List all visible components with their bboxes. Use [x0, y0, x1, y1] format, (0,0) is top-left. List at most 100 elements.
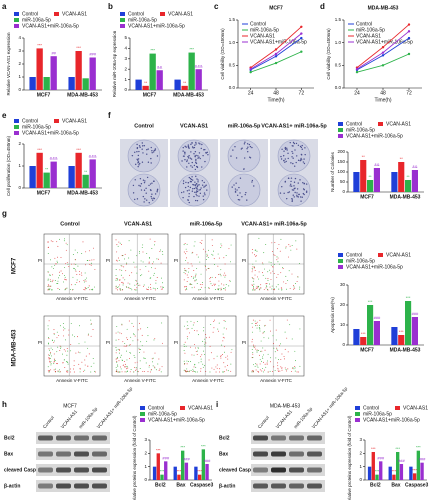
event — [282, 266, 284, 268]
event — [133, 261, 135, 263]
event — [196, 320, 198, 322]
event — [70, 322, 72, 324]
event — [204, 338, 206, 340]
event — [224, 346, 225, 348]
event — [136, 255, 138, 257]
event — [54, 340, 55, 342]
colony — [199, 192, 202, 195]
event — [263, 361, 265, 363]
event — [273, 288, 275, 290]
bar — [396, 452, 400, 480]
event — [220, 243, 222, 245]
event — [153, 272, 155, 274]
event — [84, 359, 86, 361]
colony — [244, 193, 246, 196]
colony — [183, 191, 185, 193]
legend-label: Control — [128, 11, 144, 17]
bar — [75, 51, 82, 90]
event — [192, 368, 194, 370]
event — [135, 367, 137, 368]
event — [294, 367, 296, 369]
event — [73, 365, 75, 367]
colony — [297, 182, 299, 184]
colony — [146, 149, 148, 151]
colony — [205, 151, 207, 154]
colony — [189, 177, 192, 180]
event — [199, 242, 201, 244]
point — [274, 48, 278, 51]
significance-label: && — [412, 164, 418, 169]
event — [186, 368, 188, 370]
significance-label: ** — [362, 154, 366, 159]
legend-swatch — [378, 253, 383, 257]
event — [213, 321, 215, 323]
y-tick-label: 2 — [18, 61, 21, 66]
event — [49, 357, 51, 359]
point — [381, 54, 385, 57]
bar — [360, 160, 367, 192]
event — [252, 353, 254, 355]
event — [115, 349, 117, 351]
bar — [173, 466, 177, 480]
colony — [195, 191, 197, 193]
event — [126, 263, 127, 265]
colony — [188, 162, 190, 164]
event — [134, 288, 136, 290]
colony — [191, 179, 194, 181]
event — [200, 242, 202, 244]
colony — [145, 187, 147, 190]
colony — [197, 181, 199, 183]
colony — [294, 149, 296, 151]
event — [59, 274, 61, 276]
bar — [371, 452, 375, 480]
y-tick-label: 1.5 — [335, 17, 342, 22]
event — [185, 371, 187, 373]
event — [200, 286, 202, 288]
event — [81, 253, 83, 255]
y-tick-label: 5 — [124, 35, 127, 40]
event — [73, 263, 75, 265]
y-axis-label: Cell viability (OD=450nm) — [326, 28, 331, 80]
event — [130, 352, 132, 354]
event — [48, 246, 49, 248]
event — [117, 348, 119, 350]
event — [125, 270, 127, 272]
event — [119, 332, 121, 334]
event — [136, 266, 138, 268]
event — [141, 345, 143, 347]
event — [183, 272, 185, 273]
event — [186, 321, 188, 323]
event — [72, 276, 74, 278]
significance-label: ** — [84, 169, 88, 174]
event — [191, 276, 193, 278]
event — [279, 345, 280, 347]
band — [74, 451, 89, 457]
event — [192, 277, 194, 279]
plate — [277, 139, 311, 173]
event — [158, 358, 160, 360]
event — [196, 254, 198, 256]
event — [222, 333, 224, 335]
event — [123, 366, 125, 368]
event — [286, 319, 288, 321]
significance-label: *** — [76, 147, 81, 152]
event — [47, 328, 49, 330]
event — [157, 363, 159, 365]
event — [218, 330, 220, 332]
event — [63, 329, 65, 331]
event — [51, 339, 53, 341]
x-tick-label: MCF7 — [360, 347, 374, 353]
event — [148, 365, 150, 367]
event — [118, 371, 119, 373]
event — [131, 322, 133, 324]
event — [203, 354, 205, 355]
event — [159, 251, 161, 252]
event — [188, 268, 190, 269]
event — [276, 348, 278, 350]
colony — [300, 157, 302, 160]
colony — [284, 147, 286, 150]
event — [84, 279, 86, 281]
colony — [193, 164, 196, 167]
event — [147, 335, 149, 337]
colony — [141, 161, 144, 163]
